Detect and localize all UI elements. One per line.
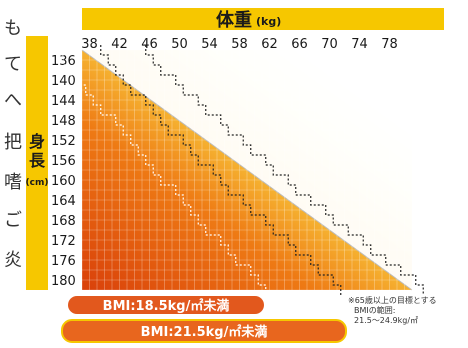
side-text-5: 把	[4, 132, 22, 153]
x-tick-label: 42	[111, 37, 128, 52]
y-tick-label: 176	[51, 254, 76, 269]
y-tick-label: 172	[51, 234, 76, 249]
bmi-24-9-line	[145, 45, 424, 295]
y-tick-label: 168	[51, 214, 76, 229]
chart-title-unit: (kg)	[256, 15, 281, 28]
diagonal-boundary	[81, 49, 413, 291]
y-tick-label: 140	[51, 74, 76, 89]
note-line-1: ※65歳以上の目標とする	[348, 295, 437, 305]
y-tick-label: 156	[51, 154, 76, 169]
x-tick-label: 54	[201, 37, 218, 52]
note-line-2: BMIの範囲:	[354, 305, 395, 315]
side-label-unit: (cm)	[26, 178, 49, 188]
legend-label-21-5: BMI:21.5kg/㎡未満	[141, 324, 268, 340]
legend-bar-18-5	[68, 296, 264, 314]
y-tick-label: 148	[51, 114, 76, 129]
x-tick-label: 46	[141, 37, 158, 52]
side-text-7: ご	[4, 210, 22, 231]
x-tick-label: 50	[171, 37, 188, 52]
side-text-8: 炎	[4, 250, 22, 271]
y-tick-label: 144	[51, 94, 76, 109]
x-tick-label: 78	[381, 37, 398, 52]
bmi-18-5-line	[55, 45, 267, 295]
x-tick-label: 62	[261, 37, 278, 52]
side-label-char-2: 長	[29, 151, 46, 170]
y-tick-label: 180	[51, 274, 76, 289]
side-text-1: も	[4, 18, 22, 39]
title-bar	[82, 8, 444, 30]
side-text-3: へ	[4, 90, 22, 111]
side-text-6: 嗜	[4, 172, 22, 193]
y-tick-label: 160	[51, 174, 76, 189]
x-tick-label: 70	[321, 37, 338, 52]
legend-label-18-5: BMI:18.5kg/㎡未満	[103, 298, 230, 314]
y-tick-label: 152	[51, 134, 76, 149]
side-text-2: て	[4, 54, 22, 75]
note-line-3: 21.5～24.9kg/㎡	[354, 316, 418, 325]
y-tick-label: 164	[51, 194, 76, 209]
side-label-char-1: 身	[29, 132, 45, 151]
side-bar	[26, 36, 48, 290]
chart-title: 体重	[216, 9, 252, 31]
bmi-21-5-line	[100, 45, 342, 295]
legend-bar-21-5	[61, 319, 347, 343]
x-tick-label: 66	[291, 37, 308, 52]
x-tick-label: 58	[231, 37, 248, 52]
x-tick-label: 38	[81, 37, 98, 52]
x-tick-label: 74	[351, 37, 368, 52]
